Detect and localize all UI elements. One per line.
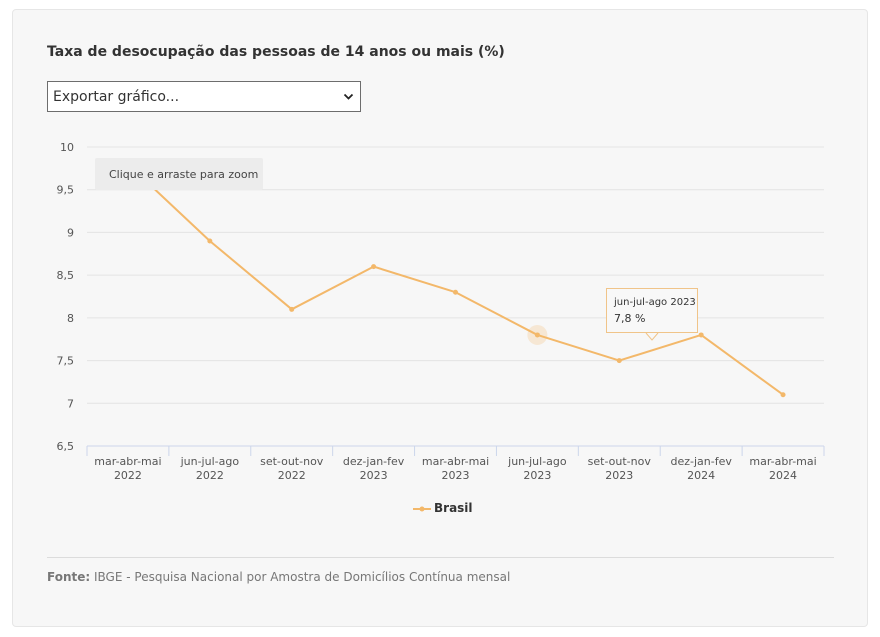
export-chart-select[interactable]: Exportar gráfico...	[47, 81, 361, 112]
y-tick-label: 6,5	[57, 440, 75, 453]
y-tick-label: 8,5	[57, 269, 75, 282]
data-point	[780, 392, 786, 398]
x-tick-label-year: 2023	[360, 469, 388, 482]
data-point	[616, 358, 622, 364]
x-tick-label-year: 2023	[442, 469, 470, 482]
data-point	[371, 264, 377, 270]
x-tick-label-year: 2024	[687, 469, 715, 482]
x-tick-label-year: 2022	[278, 469, 306, 482]
x-tick-label: dez-jan-fev	[670, 455, 732, 468]
legend-label: Brasil	[434, 501, 473, 515]
x-tick-label: set-out-nov	[588, 455, 652, 468]
y-tick-label: 8	[67, 312, 74, 325]
x-tick-label: jun-jul-ago	[507, 455, 567, 468]
tooltip-pointer	[645, 332, 659, 341]
data-point	[453, 289, 458, 295]
data-point	[698, 332, 704, 338]
x-tick-label: mar-abr-mai	[422, 455, 489, 468]
y-tick-label: 9,5	[57, 184, 75, 197]
x-tick-label-year: 2023	[523, 469, 551, 482]
x-tick-label: jun-jul-ago	[180, 455, 240, 468]
legend-symbol	[413, 506, 431, 512]
chart-tooltip: jun-jul-ago 2023 7,8 %	[606, 288, 698, 333]
source-text: IBGE - Pesquisa Nacional por Amostra de …	[90, 570, 511, 584]
chevron-down-icon	[343, 93, 354, 100]
y-tick-label: 7,5	[57, 355, 75, 368]
x-tick-label: mar-abr-mai	[749, 455, 816, 468]
y-tick-label: 10	[60, 141, 74, 154]
data-point	[534, 332, 540, 338]
tooltip-value: 7,8 %	[614, 312, 646, 325]
data-point	[207, 238, 213, 244]
export-select-value: Exportar gráfico...	[53, 89, 180, 105]
zoom-hint: Clique e arraste para zoom	[95, 158, 263, 190]
x-tick-label: set-out-nov	[260, 455, 324, 468]
x-tick-label-year: 2024	[769, 469, 797, 482]
x-tick-label-year: 2023	[605, 469, 633, 482]
zoom-hint-text: Clique e arraste para zoom	[109, 168, 259, 181]
source-label: Fonte:	[47, 570, 91, 584]
data-point	[289, 306, 295, 312]
x-tick-label-year: 2022	[114, 469, 142, 482]
y-tick-label: 7	[67, 397, 74, 410]
tooltip-period: jun-jul-ago 2023	[614, 297, 696, 308]
y-tick-label: 9	[67, 226, 74, 239]
x-tick-label-year: 2022	[196, 469, 224, 482]
source-note: Fonte: IBGE - Pesquisa Nacional por Amos…	[47, 570, 510, 584]
x-tick-label: mar-abr-mai	[94, 455, 161, 468]
footer-divider	[47, 557, 834, 558]
chart-title: Taxa de desocupação das pessoas de 14 an…	[47, 44, 505, 60]
x-tick-label: dez-jan-fev	[343, 455, 405, 468]
